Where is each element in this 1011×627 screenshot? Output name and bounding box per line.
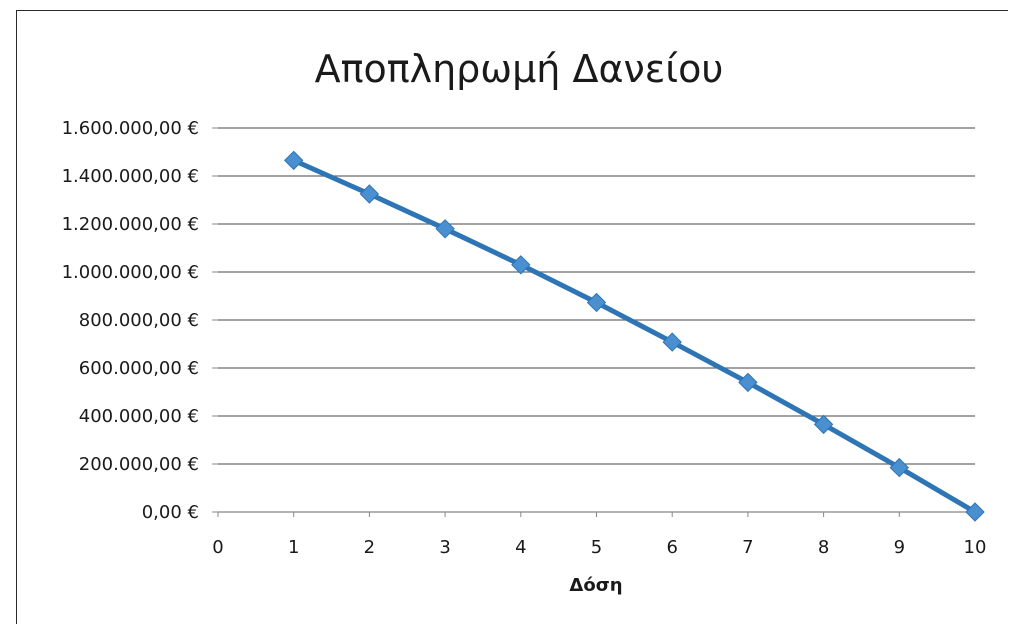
data-point-marker <box>435 219 455 239</box>
x-tick-label: 2 <box>364 537 375 558</box>
data-point-marker <box>662 332 682 352</box>
data-point-marker <box>586 292 607 313</box>
x-tick-label: 0 <box>212 537 223 558</box>
y-tick-label: 0,00 € <box>142 502 199 523</box>
chart-title: Αποπληρωμή Δανείου <box>315 47 724 91</box>
gridlines <box>212 127 975 513</box>
series-line-layer <box>291 157 978 515</box>
data-point-marker <box>283 150 304 171</box>
series-line <box>291 157 978 515</box>
data-point-marker <box>738 372 758 393</box>
y-tick-label: 1.200.000,00 € <box>62 214 199 235</box>
y-tick-label: 1.600.000,00 € <box>62 118 199 139</box>
x-tick-label: 1 <box>288 537 299 558</box>
data-point-marker <box>813 414 834 435</box>
x-axis-label: Δόση <box>569 575 622 596</box>
x-tick-label: 8 <box>818 537 829 558</box>
x-tick-label: 4 <box>515 537 526 558</box>
y-tick-label: 600.000,00 € <box>79 358 199 379</box>
y-tick-label: 1.400.000,00 € <box>62 166 199 187</box>
x-axis-ticks: 0 1 2 3 4 5 6 7 8 9 10 <box>212 512 986 558</box>
data-point-marker <box>511 255 531 275</box>
y-axis-ticks: 0,00 € 200.000,00 € 400.000,00 € 600.000,00… <box>62 118 199 523</box>
x-tick-label: 10 <box>964 537 987 558</box>
y-tick-label: 400.000,00 € <box>79 406 199 427</box>
data-point-marker <box>965 502 985 522</box>
series-markers <box>283 150 985 522</box>
y-tick-label: 1.000.000,00 € <box>62 262 199 283</box>
data-point-marker <box>889 457 910 478</box>
x-tick-label: 7 <box>742 537 753 558</box>
data-point-marker <box>359 184 380 204</box>
x-tick-label: 9 <box>894 537 905 558</box>
chart-frame <box>16 10 1008 624</box>
y-tick-label: 200.000,00 € <box>79 454 199 475</box>
y-tick-label: 800.000,00 € <box>79 310 199 331</box>
x-tick-label: 3 <box>439 537 450 558</box>
x-tick-label: 5 <box>591 537 602 558</box>
x-tick-label: 6 <box>666 537 677 558</box>
